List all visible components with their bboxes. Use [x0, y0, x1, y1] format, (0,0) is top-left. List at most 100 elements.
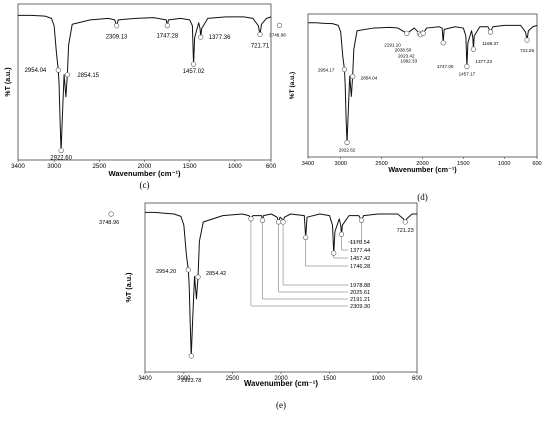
peak-marker — [164, 23, 170, 29]
x-tick-label: 3000 — [47, 163, 61, 170]
peak-label: 2954.20 — [156, 269, 176, 275]
panel-label: (d) — [417, 192, 428, 202]
peak-label: 1457.17 — [459, 72, 476, 77]
peak-label: 1170.54 — [350, 240, 370, 246]
x-tick-label: 3400 — [138, 376, 152, 382]
peak-marker — [470, 46, 477, 52]
x-tick-label: 3400 — [302, 161, 314, 167]
x-tick-label: 2500 — [92, 163, 106, 170]
x-axis-title: Wavenumber (cm⁻¹) — [244, 379, 318, 388]
peak-label: 1747.28 — [156, 34, 178, 40]
peak-marker — [188, 353, 194, 359]
peak-marker — [303, 234, 309, 241]
peak-marker — [108, 211, 114, 217]
peak-marker — [259, 217, 266, 223]
peak-marker — [55, 67, 61, 73]
peak-label: 3748.96 — [99, 220, 119, 226]
peak-marker — [64, 72, 70, 78]
peak-label: 2191.10 — [384, 42, 401, 47]
x-tick-label: 2000 — [138, 163, 152, 170]
peak-leader — [341, 236, 348, 251]
peak-marker — [338, 231, 345, 237]
peak-label: 2023.42 — [398, 54, 415, 59]
x-tick-label: 1000 — [498, 161, 510, 167]
peak-label: 1377.23 — [475, 59, 492, 64]
x-tick-label: 3000 — [334, 161, 346, 167]
y-axis-title: %T (a.u.) — [5, 67, 12, 96]
peak-label: 2854.15 — [77, 73, 99, 79]
peak-label: 1169.37 — [482, 41, 499, 46]
peak-label: 2025.61 — [350, 290, 370, 296]
x-axis-title: Wavenumber (cm⁻¹) — [108, 169, 181, 178]
peak-label: 2309.30 — [350, 304, 370, 310]
peak-label: 2923.78 — [181, 378, 201, 384]
peak-label: 722.25 — [520, 48, 534, 53]
peak-label: 721.23 — [397, 228, 414, 234]
peak-marker — [185, 267, 191, 273]
peak-marker — [331, 250, 337, 256]
peak-marker — [350, 73, 356, 79]
x-tick-label: 600 — [266, 163, 277, 170]
x-tick-label: 1000 — [228, 163, 242, 170]
y-axis-title: %T (a.u.) — [124, 272, 133, 303]
peak-marker — [402, 219, 408, 225]
x-tick-label: 2000 — [416, 161, 428, 167]
peak-marker — [257, 31, 263, 38]
peak-label: 3748.98 — [269, 32, 286, 37]
x-tick-label: 2500 — [226, 376, 240, 382]
x-tick-label: 600 — [532, 161, 541, 167]
x-tick-label: 3400 — [11, 163, 25, 170]
panel-label: (e) — [276, 400, 286, 410]
spectrum-line — [308, 22, 538, 144]
peak-leader — [250, 220, 348, 307]
plot-frame — [144, 202, 418, 373]
peak-marker — [344, 139, 350, 146]
peak-label: 1457.02 — [183, 69, 205, 75]
peak-marker — [420, 30, 426, 36]
x-tick-label: 600 — [412, 376, 423, 382]
x-tick-label: 1500 — [183, 163, 197, 170]
peak-leader — [348, 222, 362, 243]
peak-marker — [358, 217, 365, 223]
peak-marker — [195, 274, 201, 280]
peak-label: 2954.04 — [25, 68, 47, 74]
peak-label: 721.71 — [251, 43, 270, 49]
peak-label: 1747.00 — [437, 64, 454, 69]
peak-label: 2309.13 — [106, 35, 128, 41]
peak-label: 2854.04 — [361, 75, 378, 80]
peak-marker — [487, 29, 494, 35]
x-tick-label: 1000 — [371, 376, 385, 382]
spectrum-line — [145, 211, 417, 357]
peak-marker — [341, 66, 348, 73]
panel-c: 3400 3000 2500 2000 1500 1000 600 Wavenumber (c… — [5, 3, 277, 190]
peak-label: 2854.42 — [206, 271, 226, 277]
x-tick-label: 3000 — [177, 376, 191, 382]
plot-frame — [17, 3, 272, 161]
peak-label: 2922.60 — [50, 156, 72, 162]
peak-label: 1978.88 — [350, 283, 370, 289]
peak-leader — [278, 223, 348, 293]
peak-label: 1992.33 — [401, 58, 418, 63]
peak-marker — [198, 34, 204, 40]
peak-marker — [464, 63, 470, 70]
peak-marker — [190, 61, 197, 67]
peak-leader — [262, 222, 348, 300]
x-tick-label: 2000 — [274, 376, 288, 382]
peak-label: 1377.36 — [209, 35, 231, 41]
peak-marker — [276, 22, 283, 28]
panel-label: (c) — [140, 180, 150, 190]
peak-label: 2038.50 — [395, 47, 412, 52]
panel-e: 3400 3000 2500 2000 1500 1000 600 Wavenumber (c… — [99, 202, 423, 410]
peak-marker — [113, 23, 120, 29]
peak-marker — [440, 40, 446, 46]
peak-label: 1377.44 — [350, 248, 370, 254]
x-axis-title: Wavenumber (cm⁻¹) — [388, 165, 457, 174]
peak-marker — [280, 219, 286, 225]
peak-leader — [305, 239, 348, 267]
peak-leader — [333, 255, 348, 259]
peak-label: 2954.17 — [318, 67, 335, 72]
peak-marker — [404, 30, 410, 37]
spectrum-line — [18, 14, 272, 153]
x-tick-label: 2500 — [375, 161, 387, 167]
peak-label: 2191.21 — [350, 297, 370, 303]
